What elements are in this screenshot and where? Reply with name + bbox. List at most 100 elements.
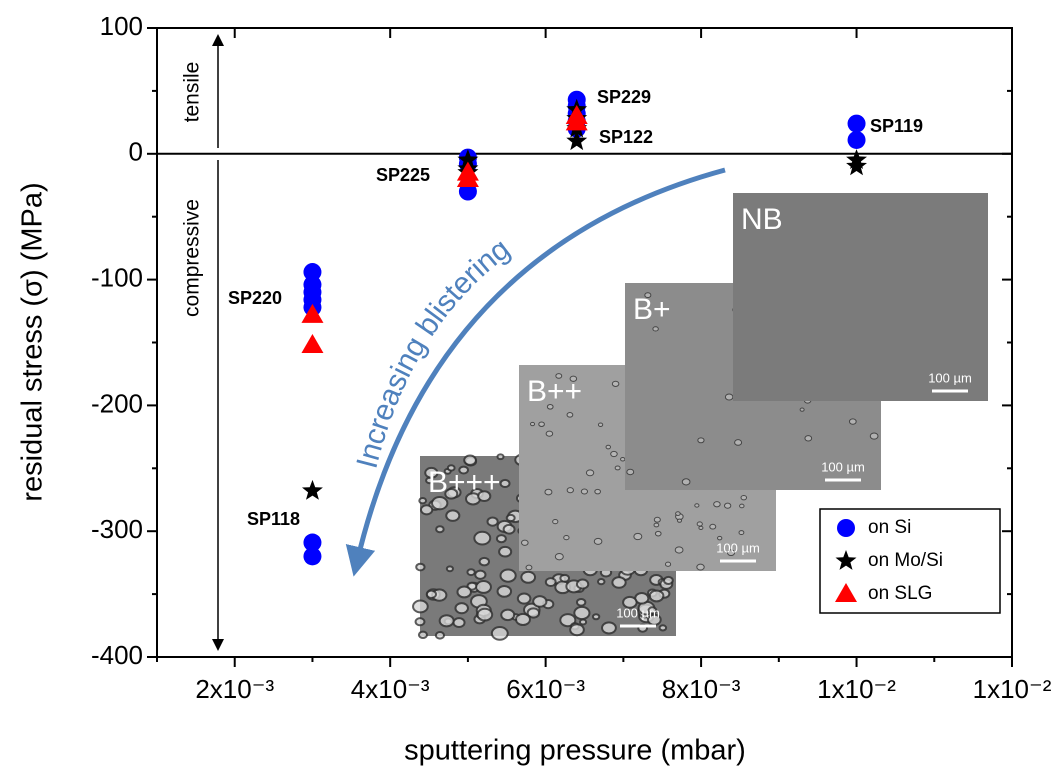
blister <box>415 562 426 572</box>
blister <box>499 478 511 489</box>
blister <box>575 597 587 607</box>
y-axis-title: residual stress (σ) (MPa) <box>17 182 49 501</box>
point <box>303 533 322 552</box>
y-tick-label: 0 <box>129 137 143 167</box>
blister <box>573 605 591 621</box>
blister <box>611 576 627 589</box>
blister <box>647 606 658 615</box>
legend-label: on Mo/Si <box>868 550 943 571</box>
blister <box>529 421 536 427</box>
blister <box>739 503 745 509</box>
blister <box>425 589 437 599</box>
point <box>847 114 866 133</box>
blister <box>648 589 665 603</box>
blister <box>633 532 643 541</box>
blister <box>696 563 705 571</box>
blister <box>434 631 446 640</box>
legend-marker <box>835 550 857 570</box>
blister <box>446 464 456 472</box>
blister <box>605 444 612 450</box>
x-tick-label: 2x10⁻³ <box>195 674 274 704</box>
blister <box>593 537 603 545</box>
x-tick-label: 4x10⁻³ <box>351 674 430 704</box>
scale-bar-label: 100 µm <box>928 370 972 385</box>
trend-label: Increasing blistering <box>350 232 515 471</box>
blister <box>474 569 487 580</box>
blister <box>591 613 601 621</box>
blister <box>566 412 574 418</box>
blister <box>848 418 857 425</box>
point <box>301 303 324 323</box>
blister <box>626 468 635 476</box>
region-label: tensile <box>181 62 204 123</box>
sample-label: SP229 <box>597 87 651 107</box>
blister <box>611 380 620 387</box>
point <box>566 130 588 151</box>
blister <box>622 595 638 609</box>
sample-label: SP122 <box>599 127 653 147</box>
blister <box>473 530 492 546</box>
legend-label: on Si <box>868 517 911 538</box>
blister <box>566 487 574 494</box>
blister <box>538 421 545 427</box>
trend-arrow <box>345 167 726 577</box>
blister <box>412 599 429 614</box>
inset-image <box>733 193 988 401</box>
blister <box>652 326 659 332</box>
blister <box>869 432 879 440</box>
scale-bar-label: 100 µm <box>716 540 760 555</box>
blister <box>525 564 533 571</box>
blister <box>477 490 492 503</box>
blister <box>601 621 617 635</box>
blister <box>486 516 499 527</box>
blister <box>418 496 428 505</box>
blister <box>502 523 516 535</box>
blister <box>515 612 531 627</box>
inset-label: B+++ <box>428 466 501 499</box>
blister <box>414 617 426 627</box>
blister <box>727 549 736 557</box>
blister <box>734 439 743 446</box>
x-tick-label: 6x10⁻³ <box>506 674 585 704</box>
x-tick-label: 1x10⁻² <box>817 674 896 704</box>
blister <box>458 465 470 475</box>
blister <box>516 592 532 605</box>
blister <box>445 509 461 522</box>
x-tick-label: 8x10⁻³ <box>662 674 741 704</box>
blister <box>653 522 660 528</box>
blister <box>658 624 668 632</box>
blister <box>555 373 563 379</box>
blister <box>709 523 717 530</box>
blister <box>740 494 748 501</box>
blister <box>445 565 454 573</box>
blister <box>585 469 595 477</box>
blister <box>804 435 813 442</box>
blister <box>580 488 589 495</box>
blister <box>676 518 683 523</box>
legend-marker <box>835 583 857 602</box>
region-label: compressive <box>181 199 204 317</box>
blister <box>675 511 681 517</box>
blister <box>475 580 492 594</box>
blister <box>569 623 585 637</box>
blister <box>713 501 721 508</box>
blister <box>653 516 661 523</box>
blister <box>496 453 505 461</box>
blister <box>698 525 704 531</box>
blister <box>620 456 626 462</box>
blister <box>526 607 541 619</box>
blister <box>681 478 691 486</box>
blister <box>614 465 621 471</box>
blister <box>596 578 606 586</box>
blister <box>452 617 466 629</box>
blister <box>674 546 684 554</box>
y-tick-label: -300 <box>91 514 143 544</box>
blister <box>444 488 459 500</box>
blister <box>500 608 516 622</box>
legend-marker <box>837 519 855 537</box>
blister <box>454 602 470 615</box>
inset-label: B+ <box>633 293 671 326</box>
legend-label: on SLG <box>868 583 932 604</box>
blister <box>664 561 672 567</box>
